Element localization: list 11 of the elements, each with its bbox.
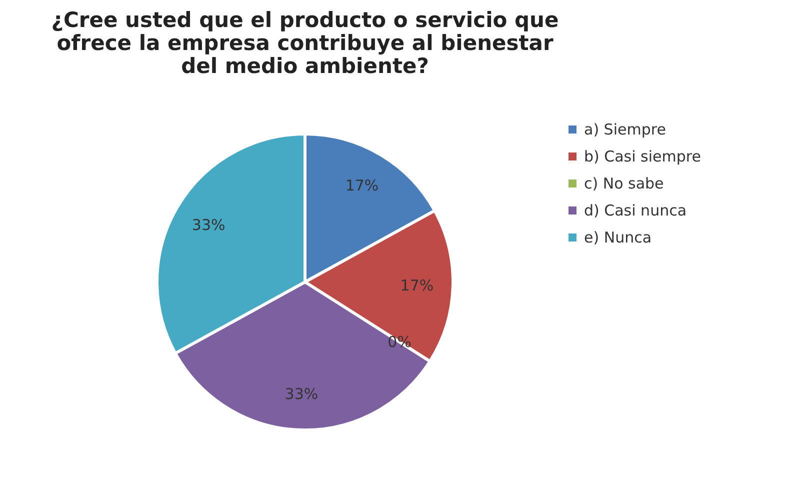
legend-label: d) Casi nunca [584,202,687,220]
data-label: 33% [192,216,226,234]
legend-label: a) Siempre [584,120,666,138]
data-label: 17% [345,176,379,195]
data-label: 17% [400,276,434,295]
text: 0% [388,333,412,352]
data-label: 33% [284,384,318,403]
legend-label: e) Nunca [584,228,652,246]
chart-title: ¿Cree usted que el producto o servicio que ofrece la empresa contribuye al bienestar del medio ambiente? [51,8,559,78]
legend-label: b) Casi siempre [584,148,701,166]
legend-label: c) No sabe [584,174,664,192]
